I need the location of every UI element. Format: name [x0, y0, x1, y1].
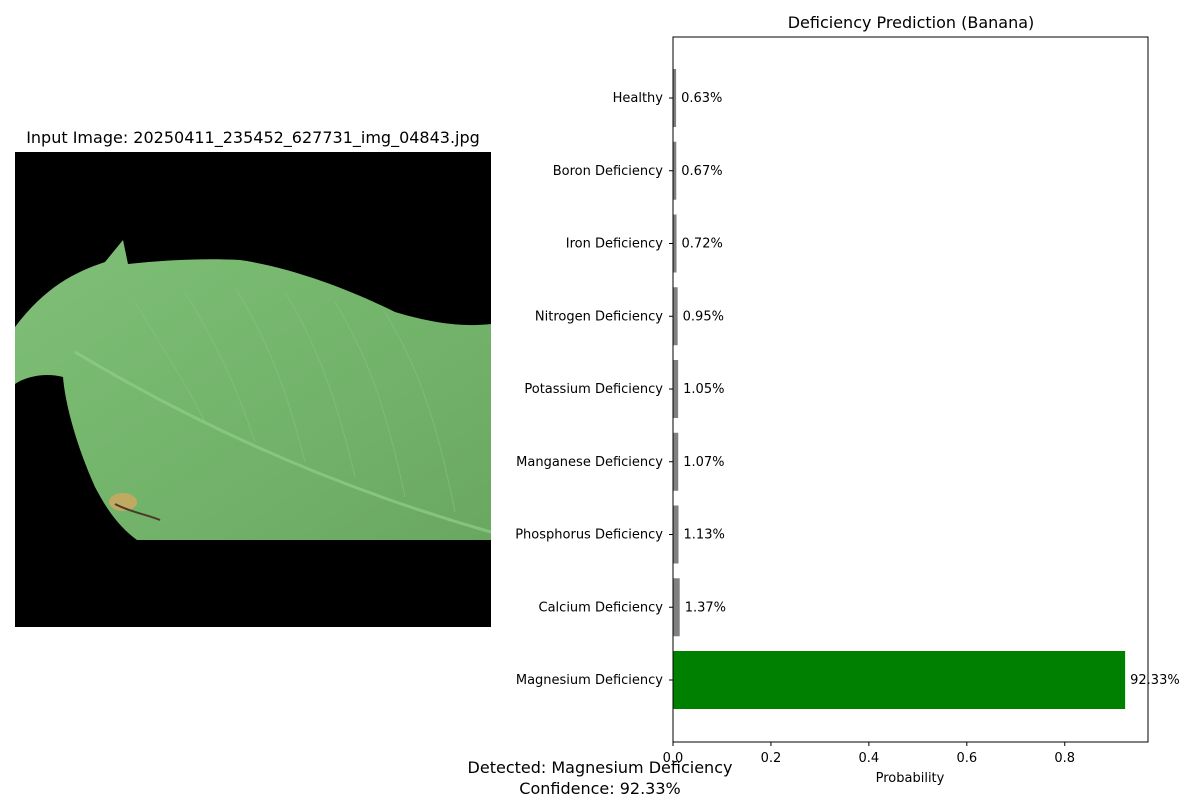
- x-axis-label: Probability: [876, 771, 945, 786]
- y-tick-label: Iron Deficiency: [566, 237, 664, 252]
- y-tick-label: Nitrogen Deficiency: [535, 309, 663, 324]
- value-label: 0.95%: [683, 309, 724, 324]
- leaf-picture: [15, 240, 491, 540]
- y-tick-label: Potassium Deficiency: [524, 382, 663, 397]
- bar-phosphorus-deficiency: [673, 505, 679, 564]
- input-leaf-image: [15, 152, 491, 627]
- plot-frame: [672, 36, 1149, 743]
- y-tick-label: Healthy: [613, 91, 664, 106]
- y-tick-label: Magnesium Deficiency: [516, 673, 663, 688]
- bar-manganese-deficiency: [673, 432, 679, 491]
- value-label: 1.37%: [685, 600, 726, 615]
- x-tick-label: 0.8: [1054, 751, 1075, 766]
- y-tick-label: Manganese Deficiency: [516, 455, 663, 470]
- chart-title: Deficiency Prediction (Banana): [788, 13, 1035, 32]
- x-tick-label: 0.6: [956, 751, 977, 766]
- bar-potassium-deficiency: [673, 360, 679, 418]
- value-label: 1.05%: [683, 382, 724, 397]
- value-label: 0.72%: [682, 237, 723, 252]
- image-title: Input Image: 20250411_235452_627731_img_…: [26, 128, 480, 147]
- y-tick-label: Calcium Deficiency: [539, 600, 664, 615]
- bar-healthy: [673, 69, 677, 127]
- value-label: 92.33%: [1130, 673, 1180, 688]
- detected-result: Detected: Magnesium Deficiency: [467, 758, 733, 777]
- y-tick-label: Phosphorus Deficiency: [515, 528, 663, 543]
- value-label: 1.13%: [684, 528, 725, 543]
- bar-nitrogen-deficiency: [673, 287, 678, 346]
- confidence-result: Confidence: 92.33%: [519, 779, 681, 798]
- bar-iron-deficiency: [673, 214, 677, 273]
- x-tick-label: 0.0: [663, 751, 684, 766]
- x-tick-label: 0.2: [761, 751, 782, 766]
- y-tick-label: Boron Deficiency: [553, 164, 664, 179]
- bar-calcium-deficiency: [673, 578, 680, 637]
- value-label: 0.67%: [681, 164, 722, 179]
- bar-boron-deficiency: [673, 141, 677, 200]
- x-tick-label: 0.4: [859, 751, 880, 766]
- bar-magnesium-deficiency: [673, 651, 1126, 709]
- value-label: 1.07%: [683, 455, 724, 470]
- value-label: 0.63%: [681, 91, 722, 106]
